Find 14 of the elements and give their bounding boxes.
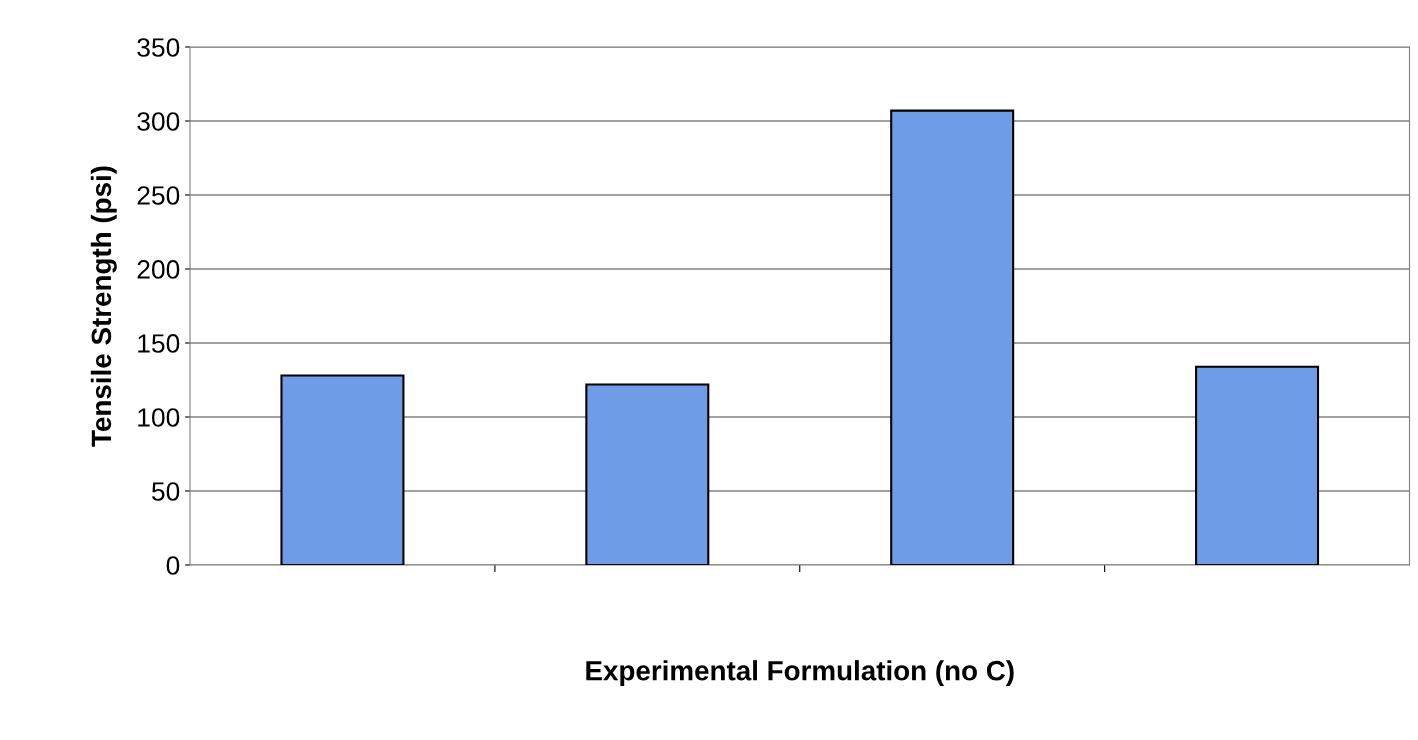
y-tick-label: 100: [138, 408, 180, 427]
y-tick-label: 50: [152, 482, 180, 501]
x-axis-title: Experimental Formulation (no C): [586, 660, 1014, 687]
y-tick-label: 200: [137, 260, 180, 279]
y-tick-label: 250: [137, 186, 180, 205]
bar: [1195, 365, 1320, 565]
y-tick-label: 150: [138, 334, 180, 353]
y-axis-title: Tensile Strength (psi): [90, 166, 117, 447]
bar: [280, 374, 405, 565]
y-tick-label: 0: [166, 556, 180, 575]
y-tick-label: 300: [137, 112, 180, 131]
bar: [890, 109, 1015, 565]
bar: [585, 383, 710, 565]
y-tick-label: 350: [137, 38, 180, 57]
